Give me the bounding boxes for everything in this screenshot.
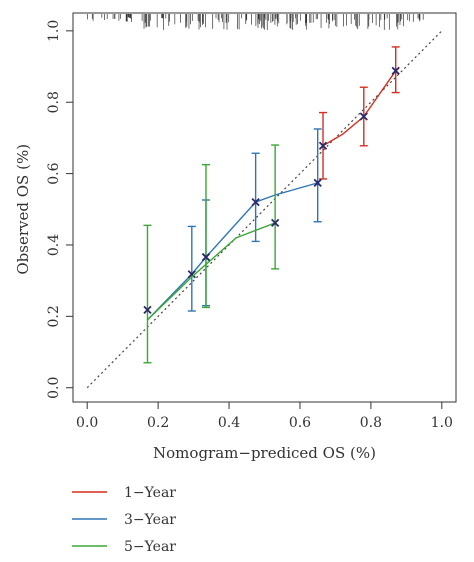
data-point-marker (201, 252, 211, 262)
y-tick-label: 1.0 (46, 20, 62, 42)
data-point-marker (391, 66, 400, 75)
data-point-marker (359, 112, 368, 121)
series (318, 46, 400, 180)
y-tick-label: 0.4 (46, 234, 62, 256)
data-point-marker (313, 178, 322, 188)
x-tick-label: 0.2 (147, 415, 169, 431)
series-line (322, 70, 397, 147)
series-line (146, 182, 318, 321)
x-axis-title: Nomogram−prediced OS (%) (153, 444, 376, 462)
y-tick-label: 0.0 (46, 377, 62, 399)
reference-line (86, 30, 443, 389)
legend: 1−Year 3−Year 5−Year (72, 485, 176, 555)
x-tick-label: 0.6 (289, 415, 311, 431)
series (143, 144, 280, 364)
series-line (146, 222, 276, 321)
plot-area: 0.0 0.2 0.4 0.6 0.8 1.0 0.0 0.2 0.4 0.6 0.8 1.0 Nomo… (14, 12, 457, 462)
y-tick-label: 0.2 (46, 305, 62, 327)
legend-label: 1−Year (124, 485, 176, 501)
data-point-marker (271, 218, 280, 227)
x-tick-label: 0.4 (218, 415, 240, 431)
y-axis-title: Observed OS (%) (14, 144, 32, 275)
x-tick-label: 0.0 (76, 415, 98, 431)
x-tick-label: 0.8 (360, 415, 382, 431)
y-tick-label: 0.8 (46, 91, 62, 113)
data-point-marker (187, 270, 196, 279)
data-point-marker (143, 305, 152, 315)
rug (87, 14, 424, 30)
legend-label: 5−Year (124, 539, 176, 555)
legend-label: 3−Year (124, 512, 176, 528)
y-tick-label: 0.6 (46, 162, 62, 184)
data-point-marker (318, 141, 328, 150)
plot-frame (72, 12, 457, 403)
x-tick-label: 1.0 (431, 415, 453, 431)
data-point-marker (251, 198, 260, 207)
series (146, 128, 322, 321)
